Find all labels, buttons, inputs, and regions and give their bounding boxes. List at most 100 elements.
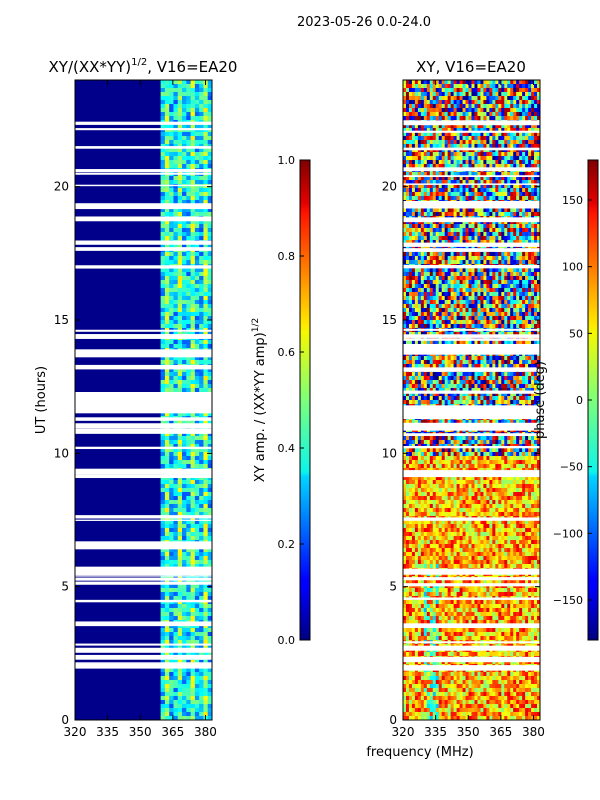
phase-cell (420, 292, 425, 297)
amplitude-cell (160, 92, 166, 97)
phase-cell (483, 132, 487, 137)
phase-cell (441, 132, 445, 137)
amplitude-cell (190, 180, 196, 185)
phase-cell (462, 324, 466, 329)
amplitude-cell (203, 608, 209, 613)
amplitude-cell (203, 584, 209, 589)
amplitude-cell (160, 384, 166, 389)
phase-cell (525, 132, 529, 137)
phase-cell (417, 116, 422, 121)
amplitude-cell (207, 668, 212, 673)
phase-cell (411, 288, 416, 293)
phase-cell (531, 160, 535, 165)
phase-cell (522, 208, 526, 213)
amplitude-cell (207, 300, 212, 305)
phase-cell (477, 312, 481, 317)
phase-cell (414, 112, 419, 117)
phase-cell (486, 308, 490, 313)
phase-cell (405, 236, 410, 241)
phase-cell (417, 88, 422, 93)
phase-cell (447, 212, 451, 217)
phase-cell (456, 128, 460, 133)
phase-cell (429, 284, 434, 289)
amplitude-cell (182, 316, 187, 321)
amplitude-cell (199, 380, 204, 385)
amplitude-data-gap (75, 169, 212, 171)
amplitude-data-gap (75, 265, 212, 269)
amplitude-cell (169, 376, 174, 381)
amplitude-cell (164, 500, 170, 505)
phase-cell (489, 272, 493, 277)
amplitude-cell (190, 176, 196, 181)
phase-cell (429, 172, 434, 177)
phase-cell (513, 332, 517, 337)
amplitude-cell (186, 112, 191, 117)
amplitude-cell (160, 548, 166, 553)
phase-cell (462, 236, 466, 241)
phase-cell (417, 280, 422, 285)
phase-cell (423, 320, 428, 325)
phase-cell (450, 296, 454, 301)
phase-cell (414, 296, 419, 301)
phase-cell (519, 136, 523, 141)
phase-cell (510, 220, 514, 225)
phase-cell (477, 276, 481, 281)
phase-cell (489, 80, 493, 85)
phase-cell (531, 316, 535, 321)
amplitude-cell (160, 252, 166, 257)
amplitude-cell (203, 380, 209, 385)
amplitude-cell (160, 288, 166, 293)
phase-cell (522, 256, 526, 261)
amplitude-cell (169, 588, 174, 593)
phase-cell (453, 100, 457, 105)
amplitude-cell (199, 148, 204, 153)
phase-cell (456, 220, 460, 225)
phase-cell (525, 156, 529, 161)
phase-cell (465, 152, 469, 157)
phase-cell (486, 300, 490, 305)
phase-cell (525, 180, 529, 185)
phase-cell (519, 96, 523, 101)
phase-cell (534, 236, 538, 241)
amplitude-cell (199, 284, 204, 289)
phase-cell (489, 256, 493, 261)
amplitude-cell (169, 196, 174, 201)
amplitude-cell (177, 292, 183, 297)
phase-cell (489, 172, 493, 177)
phase-cell (408, 280, 413, 285)
phase-cell (405, 116, 410, 121)
amplitude-cell (203, 436, 209, 441)
phase-cell (432, 324, 437, 329)
amplitude-cell (177, 276, 183, 281)
phase-cell (420, 172, 425, 177)
phase-cell (405, 212, 410, 217)
phase-cell (435, 172, 440, 177)
phase-cell (441, 280, 445, 285)
phase-cell (534, 212, 538, 217)
amplitude-cell (173, 412, 179, 417)
phase-cell (426, 140, 431, 145)
amplitude-cell (173, 212, 179, 217)
phase-cell (504, 140, 508, 145)
phase-cell (456, 80, 460, 85)
phase-cell (522, 92, 526, 97)
phase-cell (417, 232, 422, 237)
phase-cell (486, 104, 490, 109)
phase-cell (441, 236, 445, 241)
amplitude-cell (203, 292, 209, 297)
amplitude-cell (164, 624, 170, 629)
phase-cell (453, 288, 457, 293)
phase-cell (420, 312, 425, 317)
phase-cell (507, 124, 511, 129)
amplitude-cell (182, 704, 187, 709)
amplitude-cell (160, 312, 166, 317)
phase-cell (510, 176, 514, 181)
phase-cell (426, 300, 431, 305)
phase-cell (459, 268, 463, 273)
phase-cell (447, 80, 451, 85)
amplitude-cell (194, 380, 200, 385)
amplitude-cell (164, 276, 170, 281)
phase-cell (411, 112, 416, 117)
phase-cell (489, 276, 493, 281)
phase-cell (444, 112, 448, 117)
